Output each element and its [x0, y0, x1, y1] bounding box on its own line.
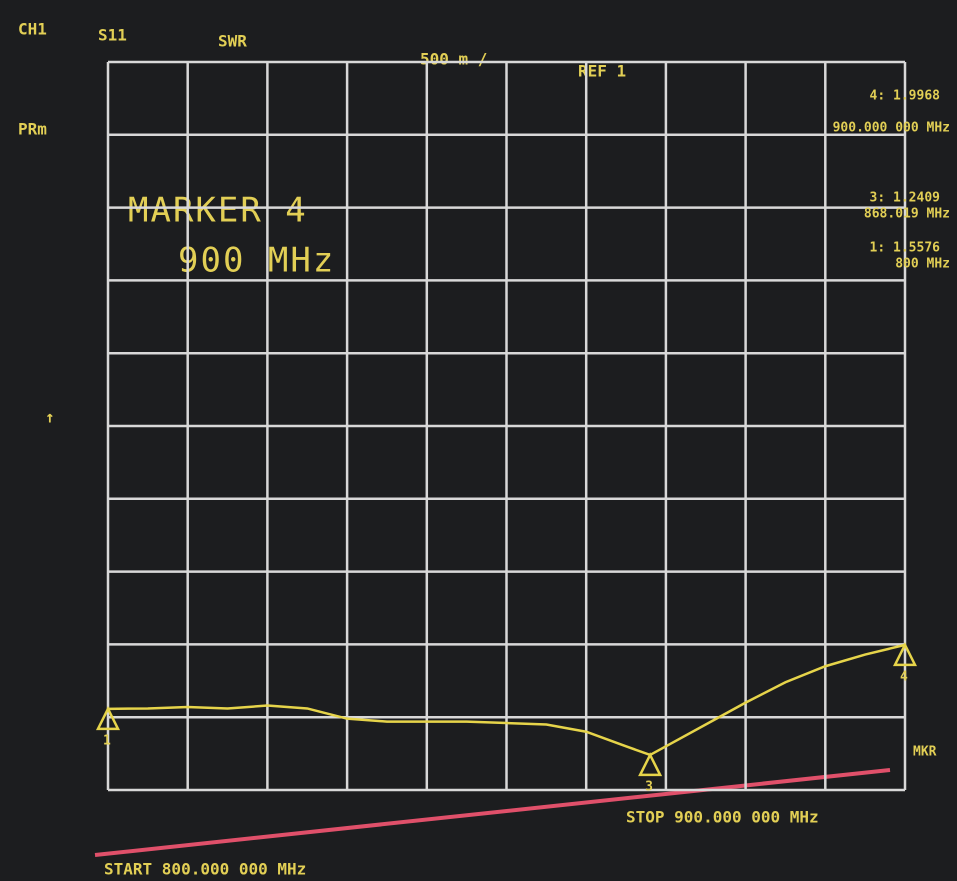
annotation-value: 900 MHz	[178, 241, 335, 281]
arrow-up: ↑	[45, 408, 55, 427]
marker	[892, 642, 918, 667]
marker-number: 1	[103, 733, 111, 748]
marker-frequency: 900.000 000 MHz	[833, 121, 950, 136]
marker	[638, 752, 663, 777]
scale: 500 m /	[420, 50, 487, 69]
annotation-title: MARKER 4	[128, 191, 308, 231]
marker-readout: 1: 1.5576	[870, 241, 941, 256]
marker-number: 4	[900, 669, 908, 684]
trace	[107, 643, 906, 757]
start-label: START 800.000 000 MHz	[104, 860, 306, 879]
format: SWR	[218, 32, 247, 51]
side-label: PRm	[18, 120, 47, 139]
baseline-bar	[94, 768, 891, 857]
marker-frequency: 868.019 MHz	[864, 207, 950, 222]
marker-readout: 3: 1.2409	[870, 191, 940, 206]
marker-frequency: 800 MHz	[895, 257, 950, 272]
marker-readout: 4: 1.9968	[870, 89, 941, 104]
channel: CH1	[18, 20, 47, 39]
marker	[95, 706, 121, 731]
reference: REF 1	[578, 62, 626, 81]
side-label-2: MKR	[913, 745, 937, 760]
stop-label: STOP 900.000 000 MHz	[626, 808, 819, 827]
marker-number: 3	[645, 779, 653, 794]
parameter: S11	[98, 26, 127, 45]
